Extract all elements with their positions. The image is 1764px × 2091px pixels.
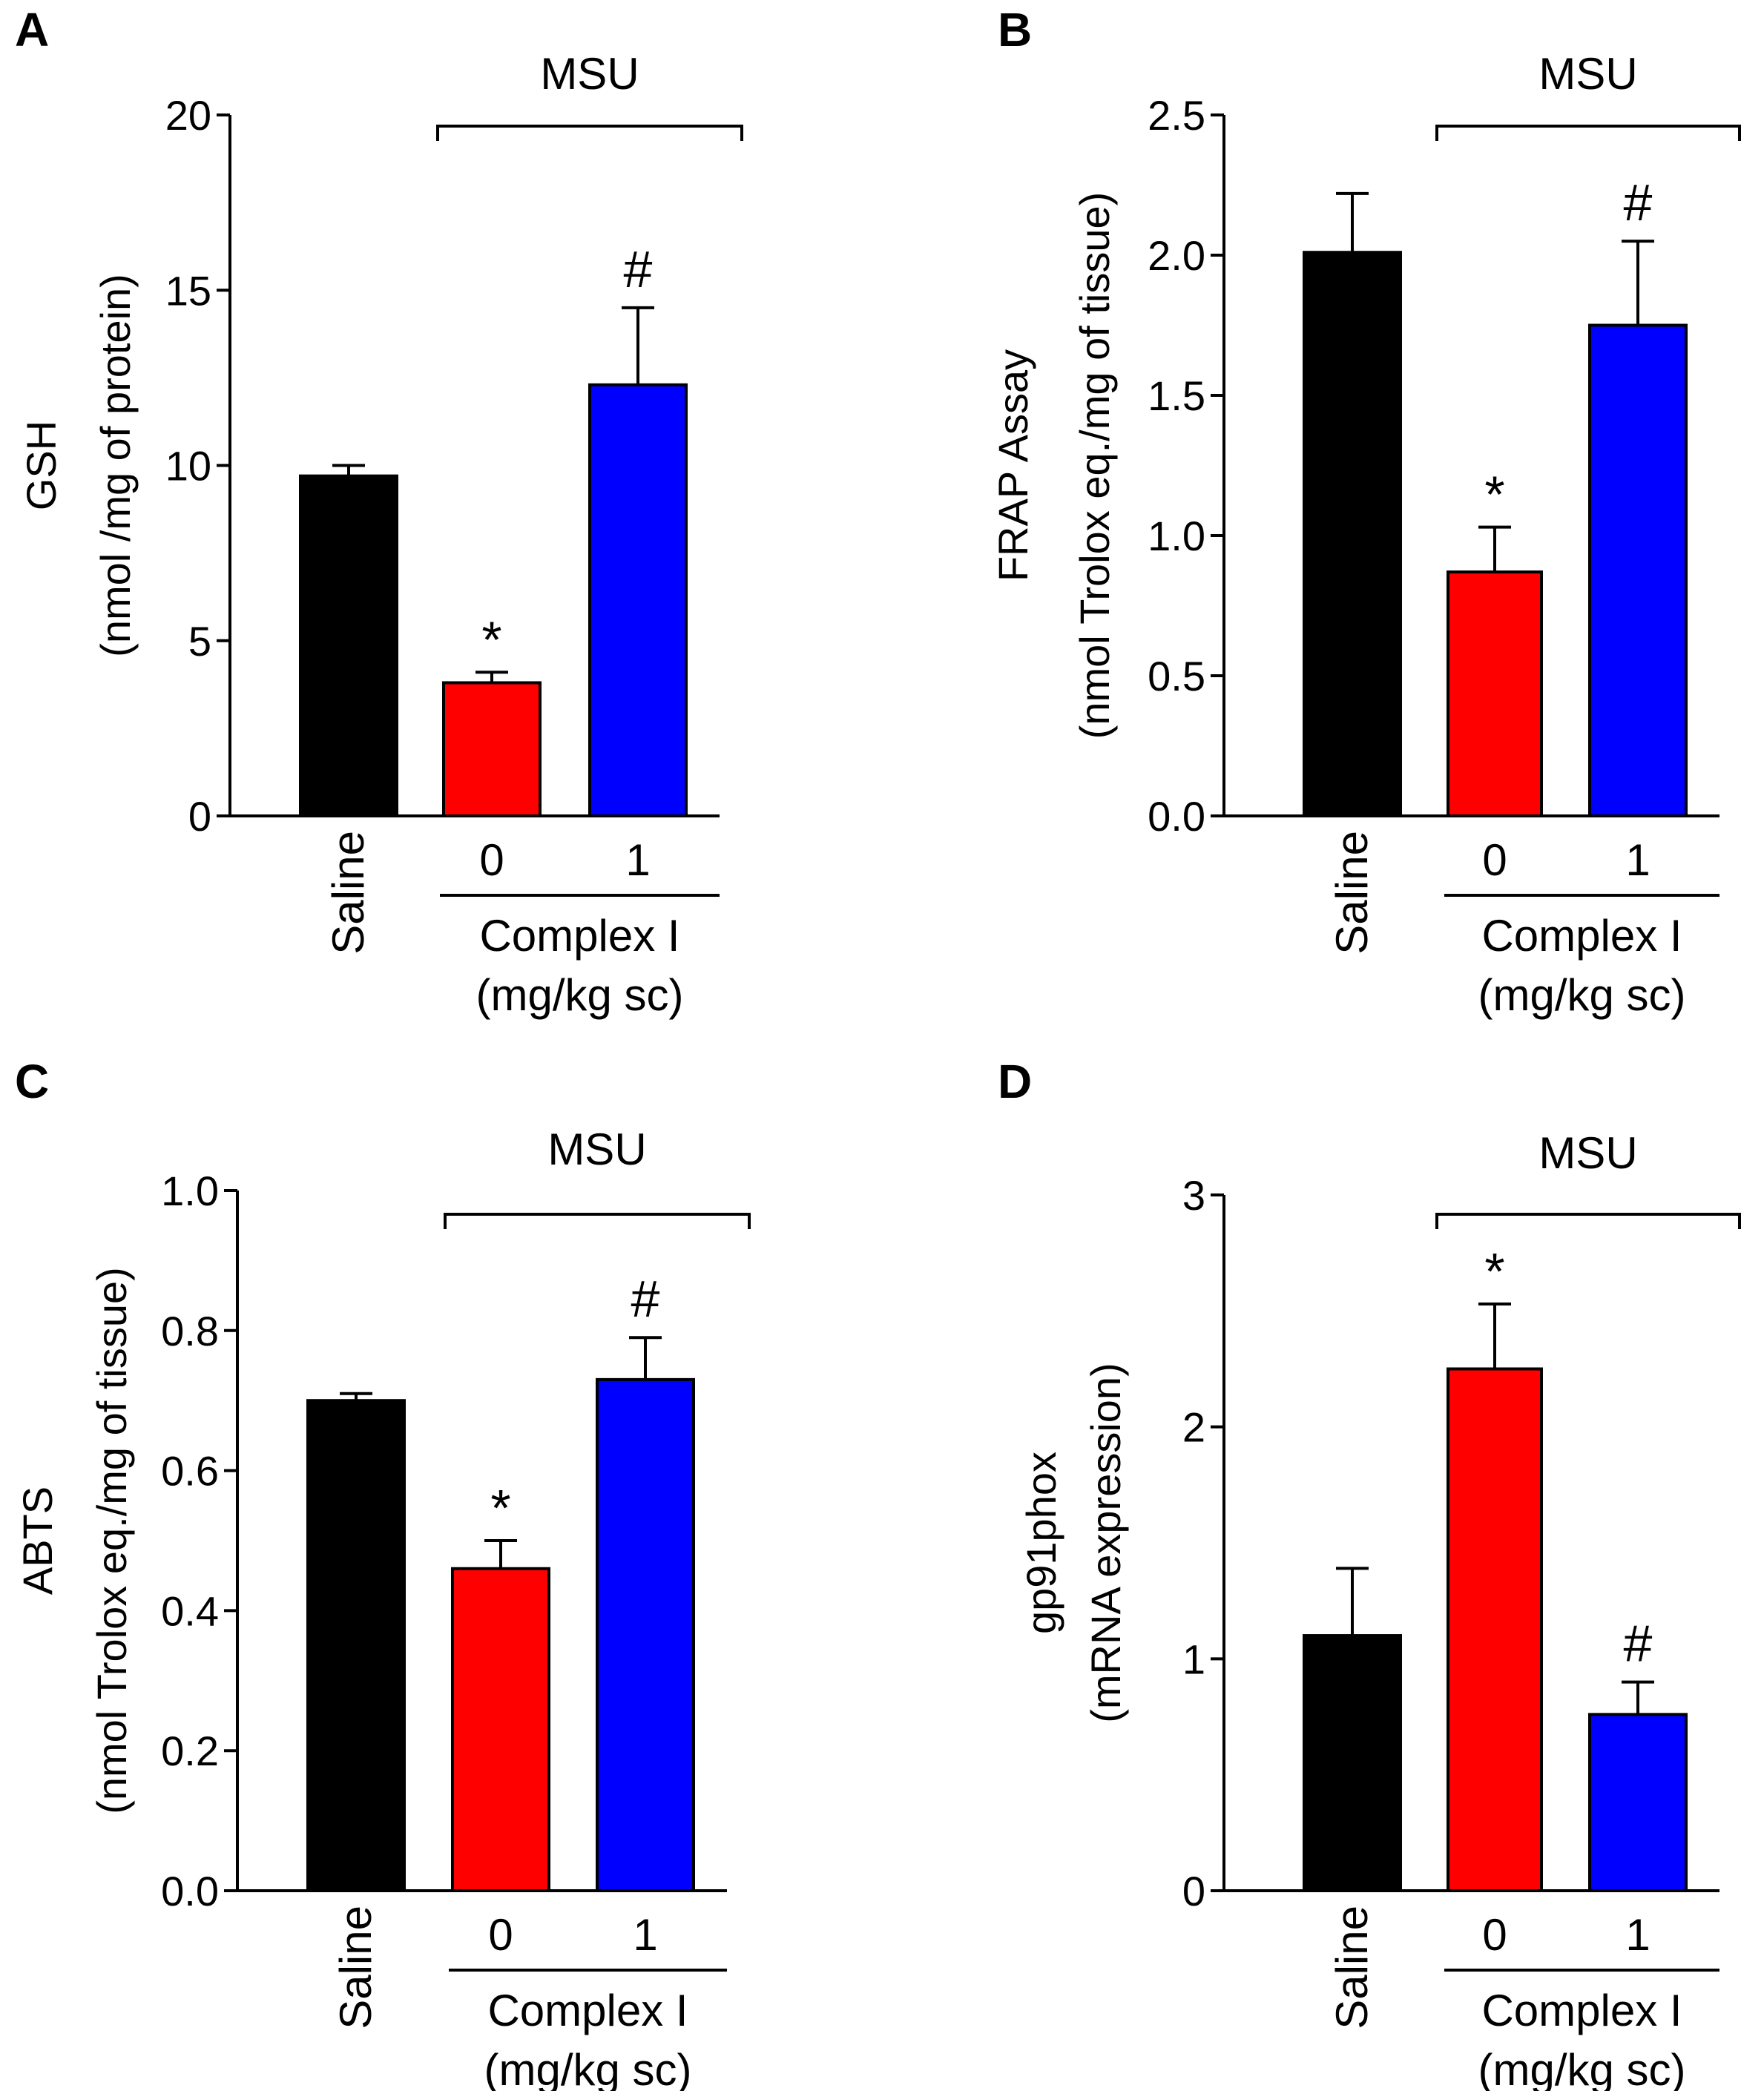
group-sublabel-d: (mg/kg sc): [1478, 2045, 1685, 2091]
y-tick-label-a: 5: [188, 618, 211, 665]
y-tick-label-c: 0.4: [161, 1587, 219, 1634]
y-tick-label-b: 1.0: [1148, 513, 1205, 559]
category-label-d-dose-0: 0: [1482, 1910, 1507, 1960]
y-tick-label-a: 15: [165, 267, 211, 314]
y-axis-title-d: gp91phox: [1018, 1452, 1064, 1634]
bar-d-dose-0: [1447, 1367, 1543, 1892]
significance-d-dose-0: *: [1484, 1242, 1504, 1300]
msu-label-a: MSU: [540, 49, 639, 99]
msu-bracket-b: [1435, 125, 1741, 141]
bar-c-dose-1: [596, 1377, 695, 1892]
significance-b-dose-1: #: [1624, 174, 1653, 231]
y-tick-label-d: 0: [1182, 1868, 1205, 1914]
panel-letter-d: D: [998, 1055, 1032, 1108]
y-tick-label-b: 1.5: [1148, 372, 1205, 419]
category-label-b-dose-0: 0: [1482, 835, 1507, 885]
y-tick-label-d: 1: [1182, 1636, 1205, 1682]
category-label-a-saline: Saline: [323, 831, 373, 955]
group-sublabel-c: (mg/kg sc): [484, 2045, 691, 2091]
y-tick-label-c: 0.8: [161, 1308, 219, 1354]
y-axis-title-c: ABTS: [14, 1486, 61, 1595]
y-tick-label-d: 2: [1182, 1404, 1205, 1451]
y-axis-subtitle-b: (nmol Trolox eq./mg of tissue): [1071, 192, 1118, 740]
category-label-d-dose-1: 1: [1625, 1910, 1650, 1960]
msu-bracket-c: [444, 1213, 751, 1229]
category-label-a-dose-0: 0: [479, 835, 504, 885]
y-axis-subtitle-a: (nmol /mg of protein): [92, 274, 139, 657]
category-label-c-dose-0: 0: [488, 1910, 513, 1960]
bar-a-saline: [299, 474, 398, 817]
group-label-a: Complex I: [479, 911, 679, 961]
category-label-a-dose-1: 1: [625, 835, 650, 885]
y-tick-label-a: 10: [165, 443, 211, 490]
y-tick-label-b: 2.5: [1148, 92, 1205, 139]
bar-b-saline: [1303, 251, 1402, 818]
y-tick-label-a: 0: [188, 793, 211, 840]
significance-c-dose-1: #: [631, 1270, 660, 1328]
group-sublabel-a: (mg/kg sc): [475, 970, 683, 1020]
y-axis-subtitle-d: (mRNA expression): [1082, 1363, 1129, 1722]
y-axis-subtitle-c: (nmol Trolox eq./mg of tissue): [88, 1267, 135, 1814]
bar-d-dose-1: [1588, 1713, 1688, 1892]
bar-d-saline: [1303, 1634, 1402, 1892]
y-tick-label-c: 0.0: [161, 1868, 219, 1914]
msu-bracket-a: [436, 125, 743, 141]
bar-a-dose-1: [588, 383, 688, 817]
significance-a-dose-0: *: [481, 610, 501, 668]
msu-label-b: MSU: [1538, 49, 1637, 99]
category-label-d-saline: Saline: [1327, 1906, 1377, 2029]
group-label-c: Complex I: [487, 1986, 688, 2035]
group-label-d: Complex I: [1481, 1986, 1682, 2035]
group-sublabel-b: (mg/kg sc): [1478, 970, 1685, 1020]
significance-c-dose-0: *: [490, 1479, 510, 1537]
category-label-b-dose-1: 1: [1625, 835, 1650, 885]
panel-letter-b: B: [998, 3, 1032, 56]
significance-b-dose-0: *: [1484, 466, 1504, 524]
msu-label-d: MSU: [1538, 1128, 1637, 1178]
msu-bracket-d: [1435, 1213, 1741, 1229]
bar-c-saline: [306, 1399, 406, 1892]
significance-a-dose-1: #: [624, 240, 653, 298]
y-axis-title-b: FRAP Assay: [990, 349, 1036, 582]
y-tick-label-b: 2.0: [1148, 232, 1205, 279]
y-tick-label-b: 0.0: [1148, 793, 1205, 840]
y-axis-title-a: GSH: [18, 421, 65, 510]
panel-letter-a: A: [15, 3, 49, 56]
bar-c-dose-0: [451, 1567, 550, 1892]
bar-b-dose-1: [1588, 323, 1688, 817]
y-tick-label-b: 0.5: [1148, 653, 1205, 699]
group-label-b: Complex I: [1481, 911, 1682, 961]
panel-letter-c: C: [15, 1055, 49, 1108]
bar-a-dose-0: [442, 681, 542, 818]
category-label-c-saline: Saline: [331, 1906, 381, 2029]
y-tick-label-c: 1.0: [161, 1168, 219, 1214]
category-label-b-saline: Saline: [1327, 831, 1377, 955]
y-tick-label-a: 20: [165, 92, 211, 139]
y-tick-label-c: 0.6: [161, 1448, 219, 1495]
category-label-c-dose-1: 1: [633, 1910, 657, 1960]
significance-d-dose-1: #: [1624, 1615, 1653, 1673]
y-tick-label-c: 0.2: [161, 1728, 219, 1774]
bar-b-dose-0: [1447, 570, 1543, 817]
msu-label-c: MSU: [547, 1124, 646, 1174]
y-tick-label-d: 3: [1182, 1172, 1205, 1219]
